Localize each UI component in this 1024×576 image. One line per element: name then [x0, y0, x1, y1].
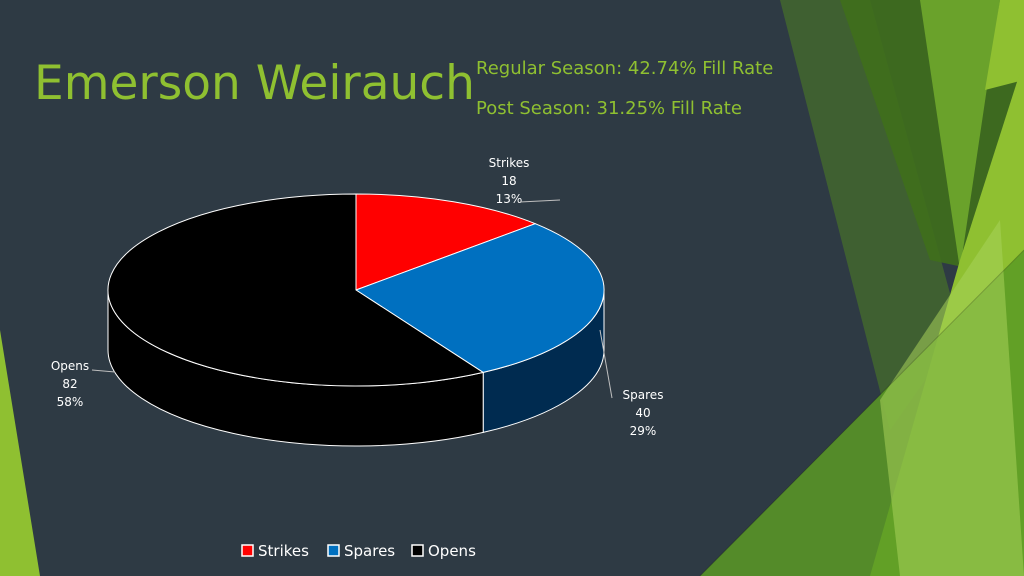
legend-item-opens: Opens	[411, 542, 476, 560]
legend-label: Strikes	[258, 542, 309, 560]
pie-slice-opens	[107, 193, 485, 387]
label-category: Spares	[623, 388, 664, 402]
regular-season-fill-rate: Regular Season: 42.74% Fill Rate	[476, 58, 774, 79]
label-category: Opens	[51, 359, 89, 373]
label-percent: 29%	[630, 424, 657, 438]
legend-swatch	[411, 544, 424, 557]
leader-line	[599, 329, 613, 399]
leader-line	[519, 199, 561, 203]
legend-swatch	[327, 544, 340, 557]
slide-title: Emerson Weirauch	[34, 56, 475, 111]
pie-slice-strikes	[355, 193, 537, 291]
label-value: 40	[635, 406, 650, 420]
label-value: 82	[62, 377, 77, 391]
data-label-spares: Spares 40 29%	[599, 329, 664, 438]
label-value: 18	[501, 174, 516, 188]
legend-swatch	[241, 544, 254, 557]
label-percent: 13%	[496, 192, 523, 206]
label-percent: 58%	[57, 395, 84, 409]
label-category: Strikes	[489, 156, 530, 170]
pie-slice-spares	[354, 223, 605, 373]
legend-label: Opens	[428, 542, 476, 560]
leader-line	[91, 369, 116, 373]
legend-item-strikes: Strikes	[241, 542, 309, 560]
legend-label: Spares	[344, 542, 395, 560]
data-label-strikes: Strikes 18 13%	[489, 156, 561, 206]
legend-item-spares: Spares	[327, 542, 395, 560]
data-label-opens: Opens 82 58%	[51, 359, 116, 409]
post-season-fill-rate: Post Season: 31.25% Fill Rate	[476, 98, 742, 119]
